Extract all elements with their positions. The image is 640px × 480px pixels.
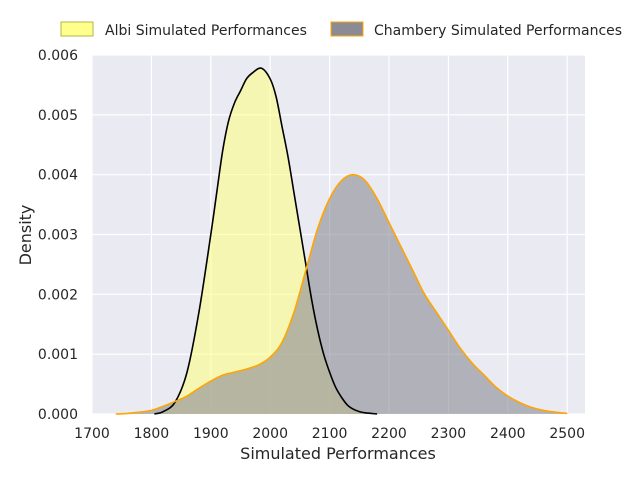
y-tick-label: 0.005 [38,108,78,124]
y-tick-label: 0.000 [38,407,78,423]
x-tick-label: 1800 [134,426,170,442]
x-tick-label: 1900 [193,426,229,442]
x-tick-label: 2500 [549,426,585,442]
legend-swatch-chambery [330,21,364,37]
y-axis-ticks: 0.000 0.001 0.002 0.003 0.004 0.005 0.006 [38,48,78,423]
x-tick-label: 2300 [431,426,467,442]
y-tick-label: 0.003 [38,228,78,244]
x-tick-label: 2200 [371,426,407,442]
y-axis-label: Density [16,205,35,266]
y-tick-label: 0.006 [38,48,78,64]
x-tick-label: 1700 [74,426,110,442]
x-tick-label: 2400 [490,426,526,442]
x-axis-ticks: 1700 1800 1900 2000 2100 2200 2300 2400 2500 [74,426,585,442]
legend-label-chambery: Chambery Simulated Performances [374,23,622,39]
density-area-chambery [115,174,568,414]
y-tick-label: 0.004 [38,168,78,184]
x-tick-label: 2000 [252,426,288,442]
density-area-albi [154,68,378,414]
x-axis-label: Simulated Performances [240,444,436,463]
legend: Albi Simulated Performances Chambery Sim… [60,21,622,39]
density-line-albi [154,67,378,415]
legend-swatch-albi [60,21,94,37]
legend-label-albi: Albi Simulated Performances [105,23,307,39]
density-line-chambery [115,173,568,415]
x-tick-label: 2100 [312,426,348,442]
y-tick-label: 0.001 [38,347,78,363]
density-areas [115,67,568,415]
y-tick-label: 0.002 [38,287,78,303]
